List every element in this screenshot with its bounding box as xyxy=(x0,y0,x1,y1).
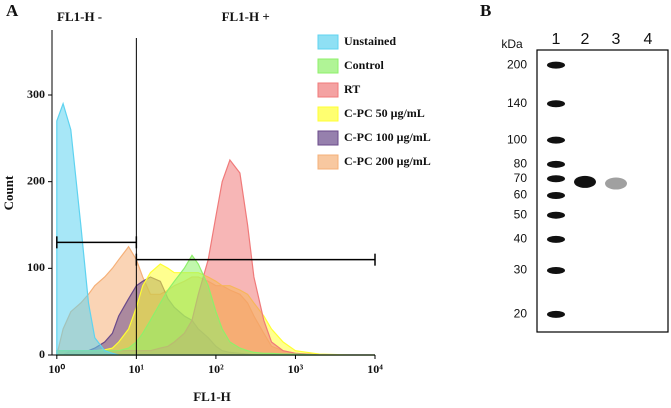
legend-label: Control xyxy=(344,58,384,72)
legend-swatch xyxy=(317,82,339,98)
x-tick-label: 10⁴ xyxy=(367,362,383,376)
ladder-band xyxy=(547,175,565,183)
protein-band xyxy=(574,175,596,188)
x-tick-label: 10² xyxy=(208,362,224,376)
marker-label: 100 xyxy=(507,132,527,146)
y-tick-label: 0 xyxy=(39,347,45,361)
ladder-band xyxy=(547,136,565,144)
legend-label: C-PC 100 μg/mL xyxy=(344,130,431,144)
lane-label: 3 xyxy=(612,31,621,48)
x-axis-label: FL1-H xyxy=(193,389,231,404)
marker-label: 140 xyxy=(507,96,527,110)
x-tick-label: 10¹ xyxy=(129,362,145,376)
marker-label: 80 xyxy=(514,156,528,170)
legend-swatch xyxy=(317,106,339,122)
lane-label: 4 xyxy=(644,31,653,48)
legend-label: Unstained xyxy=(344,34,396,48)
legend-label: RT xyxy=(344,82,360,96)
marker-label: 40 xyxy=(514,232,528,246)
legend-label: C-PC 200 μg/mL xyxy=(344,154,431,168)
gate-label: FL1-H - xyxy=(57,9,102,24)
panel-label: B xyxy=(480,1,491,20)
y-tick-label: 100 xyxy=(27,260,45,274)
legend-swatch xyxy=(317,34,339,50)
ladder-band xyxy=(547,100,565,108)
blot-frame xyxy=(536,49,669,333)
ladder-band xyxy=(547,160,565,168)
ladder-band xyxy=(547,235,565,243)
ladder-band xyxy=(547,267,565,275)
gate-label: FL1-H + xyxy=(222,9,270,24)
marker-label: 200 xyxy=(507,57,527,71)
marker-label: 20 xyxy=(514,307,528,321)
lane-label: 2 xyxy=(581,31,590,48)
marker-label: 30 xyxy=(514,263,528,277)
legend-swatch xyxy=(317,58,339,74)
legend-swatch xyxy=(317,154,339,170)
ladder-band xyxy=(547,211,565,219)
legend-swatch xyxy=(317,130,339,146)
x-tick-label: 10³ xyxy=(288,362,304,376)
ladder-band xyxy=(547,61,565,69)
ladder-band xyxy=(547,191,565,199)
marker-label: 50 xyxy=(514,207,528,221)
x-tick-label: 10⁰ xyxy=(48,362,65,376)
marker-label: 60 xyxy=(514,188,528,202)
panel-label: A xyxy=(6,1,19,20)
y-axis-label: Count xyxy=(1,175,16,210)
y-tick-label: 200 xyxy=(27,173,45,187)
legend-label: C-PC 50 μg/mL xyxy=(344,106,425,120)
y-tick-label: 300 xyxy=(27,87,45,101)
lane-label: 1 xyxy=(552,31,561,48)
blot-unit-label: kDa xyxy=(501,37,523,51)
marker-label: 70 xyxy=(514,171,528,185)
ladder-band xyxy=(547,310,565,318)
protein-band xyxy=(605,177,627,190)
